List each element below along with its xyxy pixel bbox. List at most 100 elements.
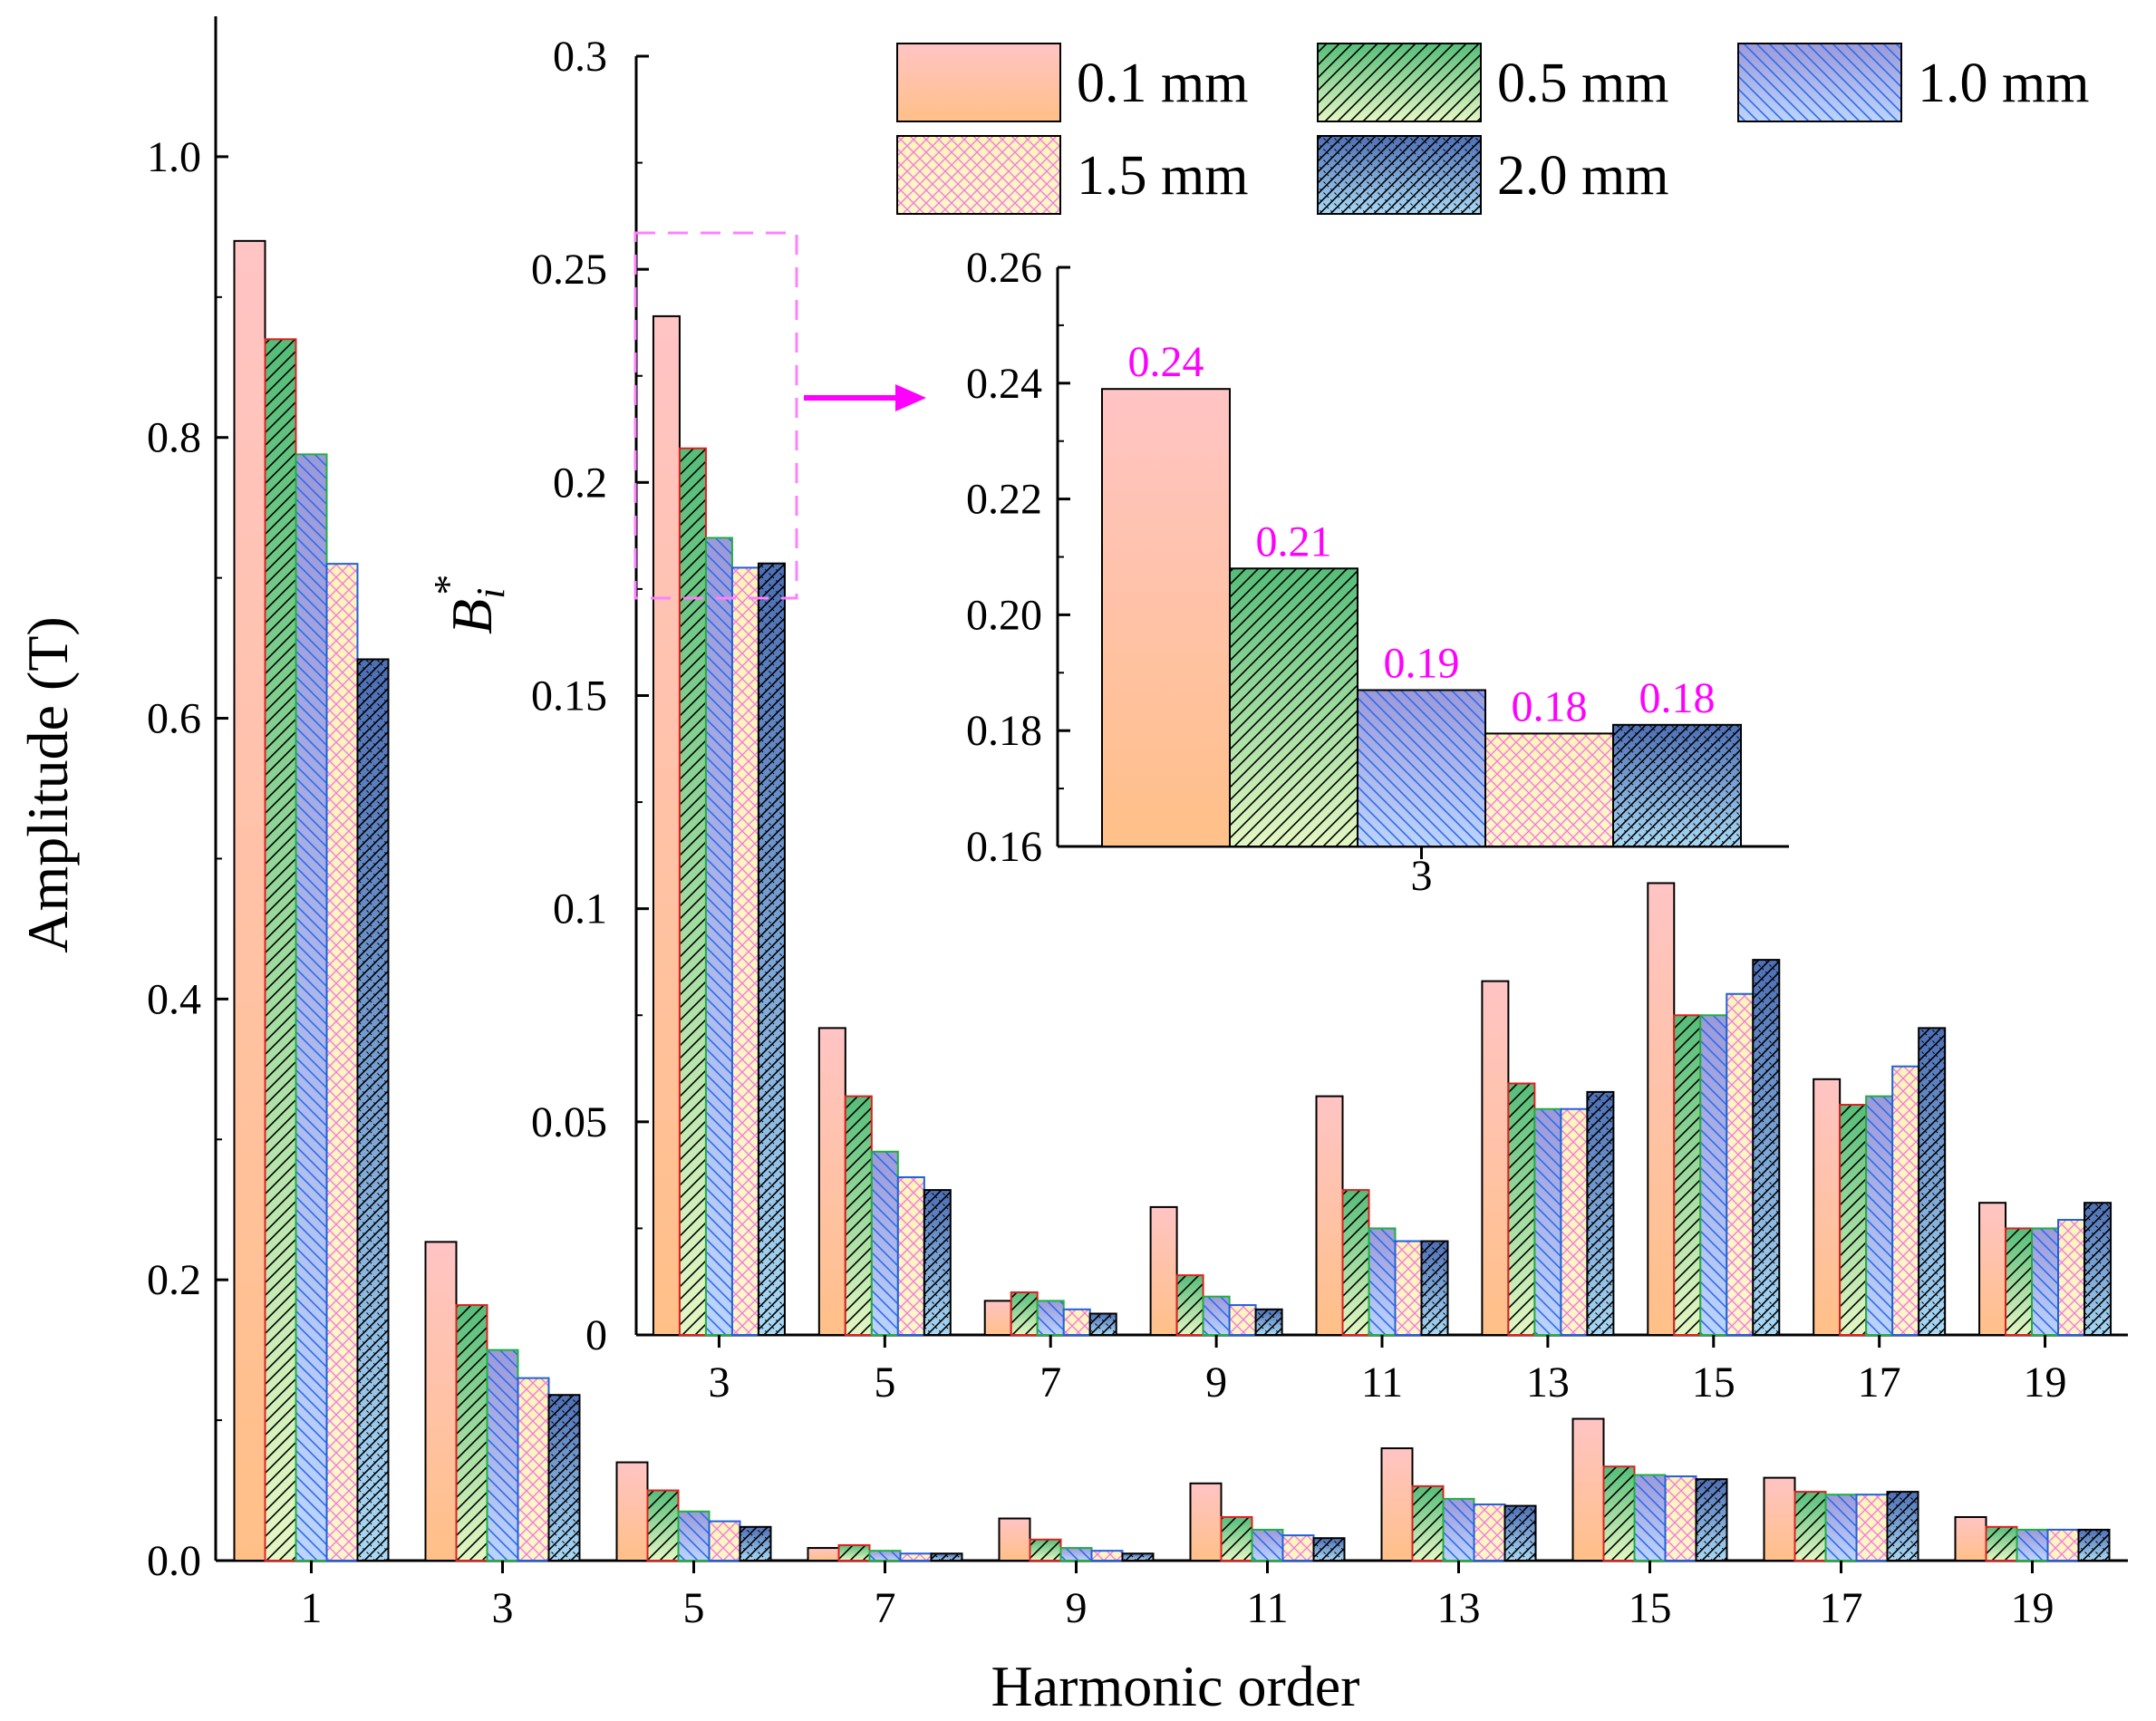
inset-bar-17-4-hatch [1919,1028,1946,1335]
inset-bar-9-2-hatch [1203,1296,1230,1335]
main-bar-13-3 [1473,1503,1506,1562]
legend-swatch-0 [896,43,1061,122]
zoom-highlight-box [633,231,798,600]
inset-bar-5-3 [896,1175,925,1337]
main-xtick-label: 3 [492,1584,514,1632]
zoom-value-label: 0.19 [1384,639,1460,687]
inset-bar-11-1-hatch [1342,1190,1369,1335]
inset-bar-3-3-hatch [731,567,759,1335]
inset-xtick-label: 19 [2024,1358,2067,1407]
main-bar-11-0 [1189,1482,1223,1562]
inset-bar-13-2 [1533,1107,1562,1337]
main-ytick-label: 1.0 [147,133,201,181]
main-bar-1-0 [233,239,266,1562]
inset-bar-5-1 [844,1095,873,1336]
inset-bar-19-0-fill [1979,1203,2006,1335]
inset-bar-7-3 [1062,1308,1091,1337]
main-bar-15-3 [1664,1475,1697,1562]
main-bar-5-0 [615,1461,649,1561]
main-bar-9-4 [1121,1552,1155,1561]
legend-swatch-3-outline [896,135,1061,215]
inset-bar-17-1 [1839,1104,1868,1337]
inset-xtick-label: 11 [1361,1358,1403,1407]
inset-bar-7-4-outline [1088,1312,1117,1336]
main-bar-17-0-fill [1764,1477,1795,1561]
main-bar-13-4-outline [1503,1504,1537,1561]
main-bar-1-2 [295,453,328,1561]
main-ytick-label: 0.8 [147,414,201,462]
inset-xtick-label: 15 [1692,1358,1735,1407]
main-bar-17-4-outline [1886,1491,1919,1562]
legend-swatch-4 [1317,135,1482,215]
inset-bar-3-1-hatch [679,448,706,1335]
inset-bar-17-0-fill [1813,1078,1841,1335]
inset-bar-3-0 [652,314,681,1336]
main-bar-5-3 [708,1520,741,1562]
zoom-bar-3 [1484,732,1614,848]
inset-bar-19-1 [2005,1227,2034,1336]
inset-bar-9-4-hatch [1255,1309,1282,1335]
inset-bar-9-0-outline [1149,1205,1178,1337]
legend-swatch-0-fill [897,44,1060,121]
inset-bar-5-4-hatch [923,1190,951,1335]
main-bar-7-4-hatch [931,1553,962,1561]
main-plot: 0.00.20.40.60.81.01 3 5 7 9 11 13 15 17 19 [147,16,2128,1632]
main-ytick-label: 0.6 [147,695,201,743]
zoom-arrow-head [895,384,926,411]
zoom-ytick-label: 0.16 [966,823,1042,871]
main-bar-5-1-hatch [647,1490,679,1561]
inset-bar-9-0-fill [1150,1206,1177,1335]
main-ytick-label: 0.2 [147,1256,201,1304]
inset-bar-9-0 [1149,1205,1178,1337]
main-bar-15-4 [1695,1478,1728,1561]
inset-bar-7-1-hatch [1010,1291,1038,1335]
main-bar-19-0 [1954,1515,1987,1561]
main-bar-19-2-hatch [2016,1529,2048,1561]
inset-bar-5-3-hatch [897,1176,924,1335]
main-bar-7-1-hatch [838,1544,870,1561]
inset-xtick-label: 3 [708,1358,730,1407]
zoom-bar-4-hatch [1613,724,1741,846]
inset-ytick-label: 0.15 [531,672,607,720]
main-bar-3-2-hatch [487,1349,518,1561]
inset-bar-5-0 [817,1027,846,1336]
inset-bar-17-3-hatch [1892,1066,1919,1335]
main-xtick-label: 7 [875,1584,896,1632]
inset-bar-11-3-hatch [1395,1241,1422,1335]
inset-bar-9-4-outline [1254,1308,1283,1337]
main-bar-3-3 [517,1377,550,1561]
inset-bar-11-2 [1368,1227,1397,1336]
zoom-bar-4-outline [1612,723,1742,847]
inset-bar-11-4 [1420,1240,1449,1336]
main-xtick-label: 17 [1820,1584,1863,1632]
zoom-bar-1-hatch [1230,568,1358,846]
main-bar-5-2 [677,1510,711,1562]
main-bar-13-0-fill [1381,1448,1413,1561]
legend-label-3: 1.5 mm [1077,145,1248,207]
inset-bar-7-3-hatch [1063,1309,1090,1335]
main-bar-1-4-outline [356,658,390,1561]
legend: 0.1 mm 0.5 mm 1.0 mm 1.5 mm 2.0 mm [896,43,2089,215]
inset-bar-19-2 [2031,1227,2060,1336]
inset-bar-7-2-hatch [1037,1300,1064,1335]
zoom-bar-2-hatch [1358,690,1485,846]
main-bar-1-4 [356,658,390,1561]
inset-bar-11-3 [1394,1240,1423,1336]
main-bar-3-0-fill [425,1242,457,1561]
main-bar-7-4-outline [930,1552,963,1561]
main-bar-9-2-hatch [1060,1548,1092,1561]
main-bar-5-4 [739,1525,772,1561]
inset-bar-13-1-hatch [1508,1083,1535,1335]
main-bar-5-4-hatch [740,1526,771,1561]
zoom-value-label: 0.18 [1639,674,1716,722]
inset-bar-11-2-hatch [1368,1228,1396,1335]
inset-ytick-label: 0.2 [553,459,607,507]
legend-label-2: 1.0 mm [1918,53,2089,114]
zoom-value-label: 0.21 [1256,517,1332,566]
main-bar-9-3-hatch [1091,1551,1123,1561]
main-bar-17-4 [1886,1491,1919,1562]
inset-bar-7-0 [983,1300,1012,1336]
main-bar-15-0-fill [1572,1418,1604,1561]
inset-bar-5-0-fill [818,1028,846,1335]
